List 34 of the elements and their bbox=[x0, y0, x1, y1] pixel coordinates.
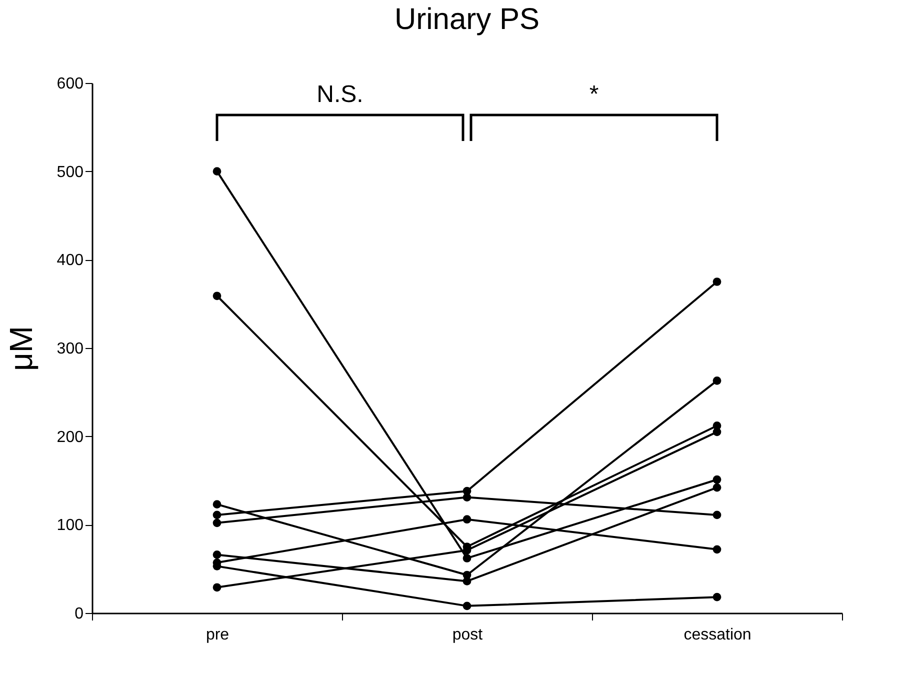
y-tick-label: 200 bbox=[56, 428, 84, 446]
point bbox=[712, 428, 722, 436]
x-tick-label: post bbox=[452, 626, 484, 644]
point bbox=[212, 550, 222, 559]
y-tick-label: 600 bbox=[56, 76, 84, 92]
point bbox=[712, 510, 722, 520]
point bbox=[712, 475, 722, 484]
point bbox=[462, 515, 472, 524]
chart-title: Urinary PS bbox=[394, 3, 540, 36]
point bbox=[212, 583, 222, 592]
point bbox=[462, 493, 472, 502]
point bbox=[712, 592, 722, 602]
point bbox=[712, 545, 722, 554]
x-tick-label: pre bbox=[206, 626, 230, 644]
point bbox=[212, 518, 222, 528]
point bbox=[212, 510, 222, 520]
point bbox=[462, 602, 472, 610]
y-tick-label: 400 bbox=[56, 252, 84, 270]
point bbox=[212, 167, 222, 176]
y-tick-label: 100 bbox=[56, 517, 84, 534]
y-tick-label: 0 bbox=[74, 606, 84, 622]
y-tick-label: 500 bbox=[56, 164, 84, 181]
point bbox=[462, 577, 472, 586]
y-tick-label: 300 bbox=[56, 340, 84, 358]
y-axis-title: μM bbox=[2, 326, 39, 372]
point bbox=[712, 278, 722, 286]
point bbox=[212, 500, 222, 509]
point bbox=[712, 483, 722, 492]
annotation: N.S. bbox=[316, 81, 364, 108]
point bbox=[212, 292, 222, 300]
point bbox=[462, 554, 472, 562]
point bbox=[712, 376, 722, 385]
annotation: * bbox=[589, 81, 599, 108]
x-tick-label: cessation bbox=[684, 626, 752, 644]
